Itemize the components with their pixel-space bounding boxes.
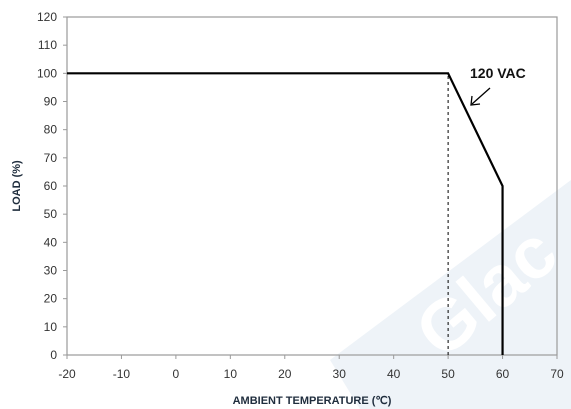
y-tick-label: 60 (44, 179, 58, 193)
series-annotation: 120 VAC (470, 65, 526, 106)
y-tick-label: 120 (37, 10, 57, 24)
y-tick-label: 110 (38, 38, 57, 52)
x-tick-label: 0 (173, 367, 180, 381)
x-axis-title: AMBIENT TEMPERATURE (℃) (233, 395, 392, 407)
y-tick-label: 70 (44, 151, 58, 165)
y-tick-label: 50 (44, 207, 58, 221)
x-tick-label: 70 (550, 367, 564, 381)
y-tick-label: 10 (44, 320, 58, 334)
x-tick-label: 60 (496, 367, 510, 381)
annotation-arrowhead (470, 95, 481, 106)
x-axis-ticks: -20 -10 0 10 20 30 40 50 60 70 (58, 355, 564, 381)
x-tick-label: -20 (58, 367, 76, 381)
x-tick-label: 30 (333, 367, 347, 381)
y-tick-label: 40 (44, 235, 58, 249)
y-tick-label: 30 (44, 264, 58, 278)
x-tick-label: 40 (387, 367, 401, 381)
x-tick-label: 10 (224, 367, 238, 381)
x-tick-label: 50 (441, 367, 455, 381)
annotation-label: 120 VAC (470, 65, 526, 81)
y-tick-label: 100 (37, 66, 57, 80)
series-layer (67, 72, 504, 355)
x-tick-label: -10 (113, 367, 131, 381)
y-tick-label: 0 (50, 348, 57, 362)
x-tick-label: 20 (278, 367, 292, 381)
y-tick-label: 20 (44, 292, 58, 306)
y-axis-ticks: 0 10 20 30 40 50 60 70 80 90 100 110 120 (37, 10, 67, 362)
annotation-arrow-shaft (471, 87, 491, 105)
series-line-120vac (67, 72, 504, 355)
y-axis-title: LOAD (%) (11, 160, 23, 212)
y-tick-label: 90 (44, 95, 58, 109)
y-tick-label: 80 (44, 123, 58, 137)
